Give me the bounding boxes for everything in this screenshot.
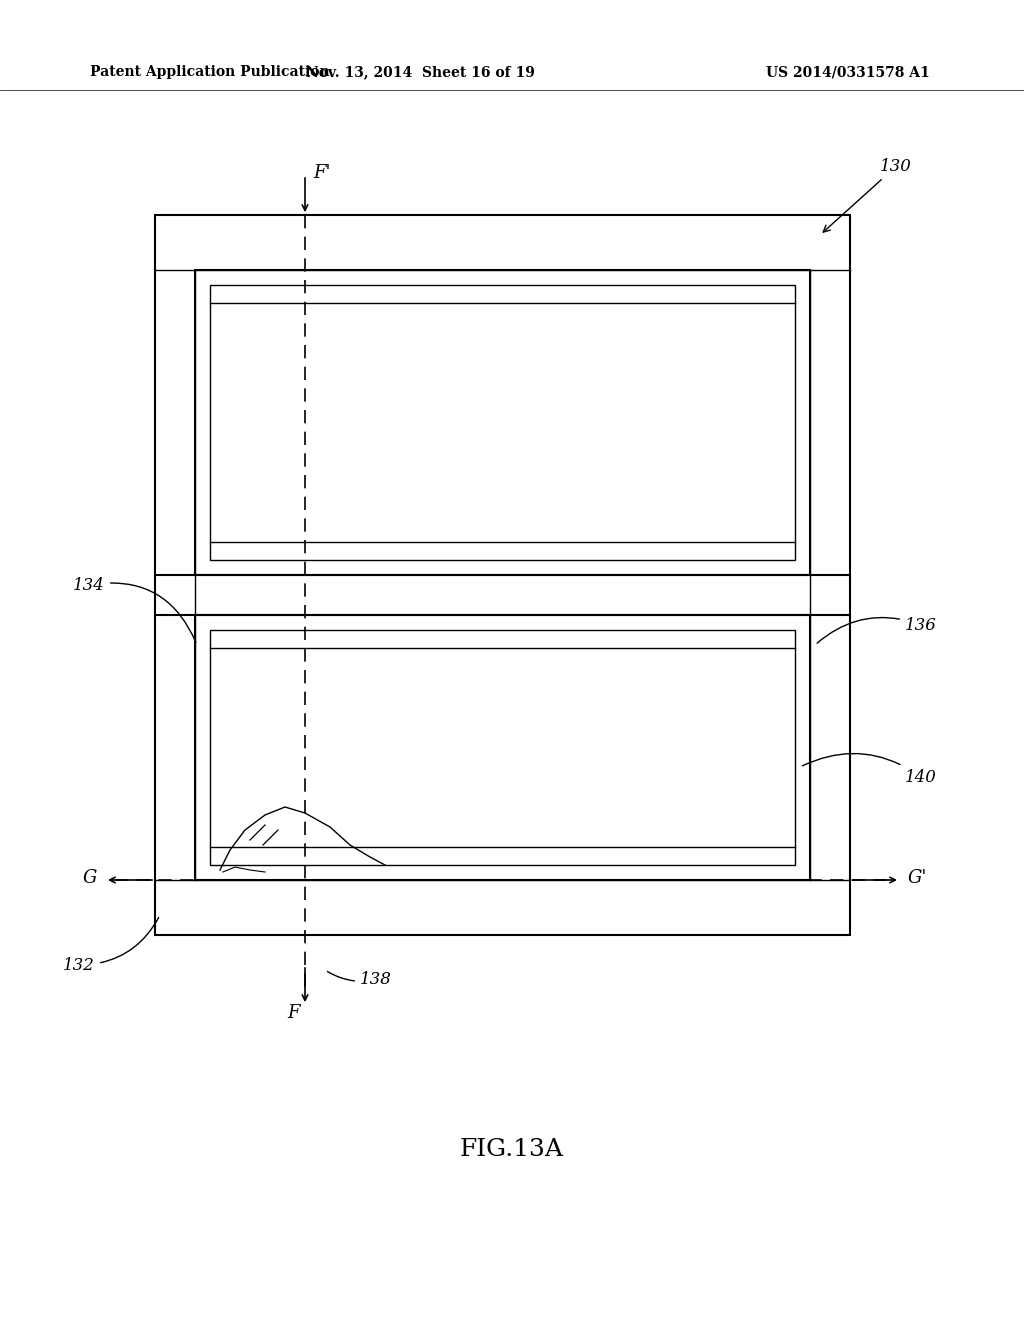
Text: G': G' [908,869,928,887]
Text: 140: 140 [803,754,937,785]
Text: F: F [288,1005,300,1022]
Text: G: G [83,869,97,887]
Text: 132: 132 [63,917,159,974]
Text: 136: 136 [817,616,937,643]
Bar [210,285,795,560]
Text: US 2014/0331578 A1: US 2014/0331578 A1 [766,65,930,79]
Text: FIG.13A: FIG.13A [460,1138,564,1162]
Bar [195,615,810,880]
Text: F': F' [313,164,331,182]
Text: Nov. 13, 2014  Sheet 16 of 19: Nov. 13, 2014 Sheet 16 of 19 [305,65,535,79]
Text: 130: 130 [823,158,912,232]
Text: 138: 138 [328,972,392,989]
Bar [195,271,810,576]
Bar [155,215,850,935]
Bar [210,630,795,865]
Text: Patent Application Publication: Patent Application Publication [90,65,330,79]
Text: 134: 134 [73,577,196,643]
